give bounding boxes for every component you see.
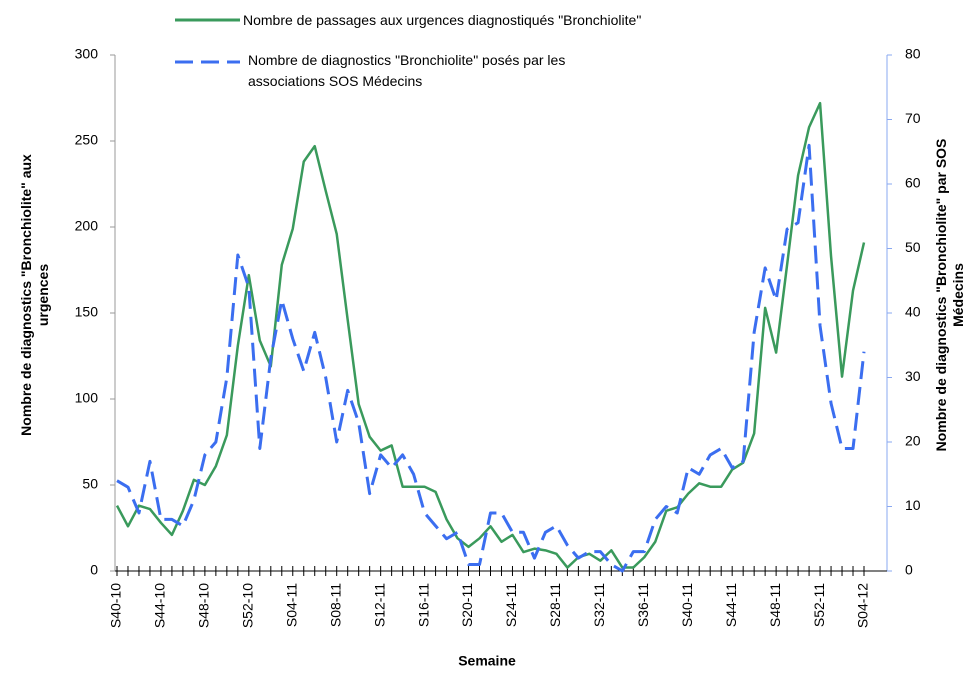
x-tick-label: S48-10 — [196, 583, 212, 628]
x-tick-label: S04-11 — [283, 583, 299, 627]
y-tick-label: 50 — [82, 476, 98, 492]
y-tick-label: 0 — [90, 562, 98, 578]
y2-tick-label: 80 — [905, 46, 921, 62]
y2-tick-label: 20 — [905, 433, 921, 449]
y-tick-label: 250 — [75, 132, 99, 148]
legend-label: Nombre de passages aux urgences diagnost… — [243, 12, 642, 28]
y2-axis-title: Nombre de diagnostics "Bronchiolite" par… — [933, 138, 966, 452]
x-tick-label: S52-10 — [240, 583, 256, 628]
x-tick-label: S40-10 — [108, 583, 124, 628]
y2-tick-label: 0 — [905, 562, 913, 578]
y2-tick-label: 10 — [905, 497, 921, 513]
x-tick-label: S32-11 — [591, 583, 607, 627]
y-axis-title: Nombre de diagnostics "Bronchiolite" aux… — [18, 154, 51, 436]
y2-tick-label: 60 — [905, 175, 921, 191]
x-tick-label: S16-11 — [415, 583, 431, 627]
x-tick-label: S36-11 — [635, 583, 651, 627]
x-tick-label: S28-11 — [547, 583, 563, 627]
x-tick-label: S44-10 — [152, 583, 168, 628]
y2-tick-label: 50 — [905, 239, 921, 255]
x-tick-label: S48-11 — [767, 583, 783, 627]
series-line — [116, 143, 866, 573]
y2-tick-label: 40 — [905, 304, 921, 320]
x-tick-label: S20-11 — [459, 583, 475, 627]
legend-label: Nombre de diagnostics "Bronchiolite" pos… — [248, 52, 566, 89]
y2-tick-label: 30 — [905, 368, 921, 384]
x-axis-title: Semaine — [458, 653, 516, 669]
x-tick-label: S40-11 — [679, 583, 695, 627]
series-line — [115, 101, 866, 569]
y-tick-label: 100 — [75, 390, 99, 406]
x-tick-label: S52-11 — [811, 583, 827, 627]
x-tick-label: S44-11 — [723, 583, 739, 627]
x-tick-label: S24-11 — [503, 583, 519, 627]
y2-tick-label: 70 — [905, 110, 921, 126]
x-tick-label: S08-11 — [327, 583, 343, 627]
x-tick-label: S04-12 — [855, 583, 871, 628]
y-tick-label: 150 — [75, 304, 99, 320]
y-tick-label: 200 — [75, 218, 99, 234]
x-tick-label: S12-11 — [371, 583, 387, 627]
y-tick-label: 300 — [75, 46, 99, 62]
